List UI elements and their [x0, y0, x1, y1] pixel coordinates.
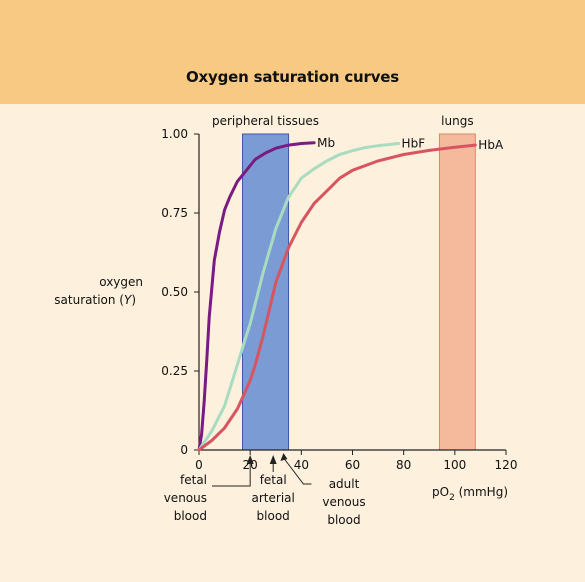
x-tick-label: 0: [195, 458, 203, 472]
series-HbF: [197, 142, 401, 452]
annotation-adult-venous: adult: [329, 477, 360, 491]
y-axis-label-line2: saturation (Y): [54, 293, 136, 307]
arrow-fetal-arterial: [269, 455, 277, 464]
series-label-Mb: Mb: [317, 136, 335, 150]
shaded-regions: [241, 133, 476, 451]
annotation-fetal-venous: fetal: [180, 473, 207, 487]
y-tick-label: 0: [180, 443, 188, 457]
header-band: [0, 0, 585, 104]
chart-labels: peripheral tissues lungs Mb HbF HbA oxygen sat…: [54, 114, 508, 527]
series-lines: [197, 141, 477, 452]
arrow-adult-venous: [280, 453, 288, 461]
region-lungs: [438, 133, 476, 451]
region-label: lungs: [441, 114, 473, 128]
region-label: peripheral tissues: [212, 114, 319, 128]
y-tick-label: 0.75: [161, 206, 188, 220]
annotation-fetal-venous: venous: [164, 491, 207, 505]
y-tick-label: 1.00: [161, 127, 188, 141]
y-tick-label: 0.25: [161, 364, 188, 378]
annotation-adult-venous: venous: [322, 495, 365, 509]
annotation-adult-venous: blood: [327, 513, 360, 527]
series-label-HbA: HbA: [478, 138, 504, 152]
arrow-fetal-venous: [246, 455, 254, 464]
x-tick-label: 60: [345, 458, 360, 472]
x-tick-label: 100: [443, 458, 466, 472]
x-tick-label: 80: [396, 458, 411, 472]
annotation-fetal-arterial: arterial: [252, 491, 295, 505]
axes: 00.250.500.751.000 20 40 60 80 100 120: [161, 127, 517, 472]
series-HbA: [197, 143, 477, 452]
y-axis-label-line1: oxygen: [99, 275, 143, 289]
annotation-fetal-arterial: fetal: [260, 473, 287, 487]
chart-title: Oxygen saturation curves: [185, 68, 399, 86]
series-Mb: [197, 141, 316, 452]
y-tick-label: 0.50: [161, 285, 188, 299]
region-peripheral-tissues: [241, 133, 290, 451]
annotation-connector: [212, 460, 251, 487]
annotation-connector: [284, 458, 312, 485]
x-axis-label: pO2 (mmHg): [432, 485, 508, 503]
x-tick-label: 40: [294, 458, 309, 472]
annotation-fetal-venous: blood: [174, 509, 207, 523]
annotation-fetal-arterial: blood: [257, 509, 290, 523]
x-tick-label: 120: [495, 458, 518, 472]
series-label-HbF: HbF: [402, 136, 426, 150]
